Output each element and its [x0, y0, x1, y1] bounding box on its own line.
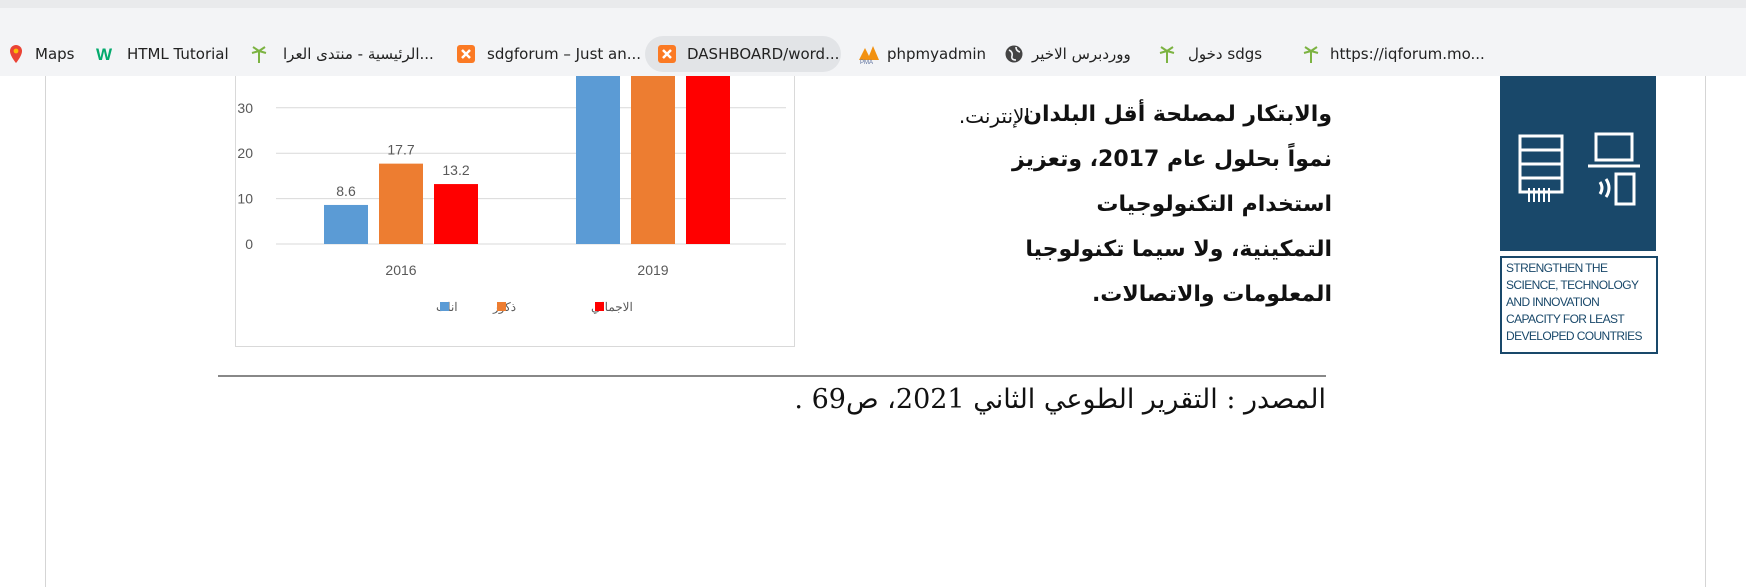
xampp-icon[interactable] [657, 44, 677, 64]
bookmark[interactable]: الرئيسية - منتدى العرا... [283, 44, 434, 64]
caption-line: STRENGTHEN THE [1506, 260, 1656, 277]
sdg-caption: STRENGTHEN THE SCIENCE, TECHNOLOGY AND I… [1500, 256, 1658, 354]
caption-line: CAPACITY FOR LEAST [1506, 311, 1656, 328]
legend-swatch [440, 302, 449, 311]
w3-icon[interactable]: W [96, 44, 120, 64]
bookmark[interactable]: ووردبرس الاخير [1032, 44, 1131, 64]
palm-icon[interactable] [1302, 44, 1320, 64]
bar [379, 164, 423, 244]
article-line: المعلومات والاتصالات. [1092, 282, 1332, 307]
legend-swatch [497, 302, 506, 311]
bookmark[interactable]: دخول sdgs [1188, 44, 1262, 64]
bookmark[interactable]: Maps [35, 44, 74, 64]
sdg-pictogram [1500, 76, 1656, 251]
palm-icon[interactable] [1158, 44, 1176, 64]
side-note: الإنترنت. [959, 104, 1030, 128]
data-label: 17.7 [387, 142, 414, 158]
content-border [45, 76, 46, 587]
bookmark[interactable]: HTML Tutorial [127, 44, 229, 64]
bar [434, 184, 478, 244]
palm-icon[interactable] [250, 44, 268, 64]
article-line: التمكينية، ولا سيما تكنولوجيا [1025, 237, 1332, 262]
content-border [1705, 76, 1706, 587]
bar [686, 76, 730, 244]
caption-line: AND INNOVATION [1506, 294, 1656, 311]
caption-line: DEVELOPED COUNTRIES [1506, 328, 1656, 345]
x-tick-label: 2019 [637, 262, 668, 278]
bar [631, 76, 675, 244]
chart: 010203020168.617.713.22019اناثذكورالاجما… [236, 76, 794, 346]
page: Maps W HTML Tutorial الرئيسية - منتدى ال… [0, 0, 1746, 587]
data-label: 13.2 [442, 162, 469, 178]
maps-icon[interactable] [8, 44, 24, 64]
x-tick-label: 2016 [385, 262, 416, 278]
chart-image: 010203020168.617.713.22019اناثذكورالاجما… [235, 76, 795, 347]
data-label: 8.6 [336, 183, 356, 199]
globe-icon[interactable] [1004, 44, 1024, 64]
article-line: والابتكار لمصلحة أقل البلدان [1023, 102, 1332, 127]
article-line: نمواً بحلول عام 2017، وتعزيز [1012, 147, 1332, 172]
y-tick-label: 20 [237, 145, 253, 161]
bar [324, 205, 368, 244]
bookmarks-bar: Maps W HTML Tutorial الرئيسية - منتدى ال… [0, 0, 1746, 76]
bookmark[interactable]: phpmyadmin [887, 44, 986, 64]
y-tick-label: 10 [237, 191, 253, 207]
y-tick-label: 30 [237, 100, 253, 116]
y-tick-label: 0 [245, 236, 253, 252]
bookmark[interactable]: sdgforum – Just an... [487, 44, 641, 64]
url-strip [0, 0, 1746, 8]
svg-text:W: W [96, 45, 113, 64]
caption-line: SCIENCE, TECHNOLOGY [1506, 277, 1656, 294]
svg-text:PMA: PMA [860, 60, 873, 64]
pma-icon[interactable]: PMA [857, 44, 881, 64]
legend-swatch [595, 302, 604, 311]
bar [576, 76, 620, 244]
xampp-icon[interactable] [456, 44, 476, 64]
source-note: المصدر : التقرير الطوعي الثاني 2021، ص69… [794, 384, 1326, 415]
bookmark[interactable]: https://iqforum.mo... [1330, 44, 1485, 64]
divider [218, 375, 1326, 377]
article-line: استخدام التكنولوجيات [1096, 192, 1332, 217]
bookmark[interactable]: DASHBOARD/word... [687, 44, 839, 64]
sdg-icon [1500, 76, 1656, 251]
